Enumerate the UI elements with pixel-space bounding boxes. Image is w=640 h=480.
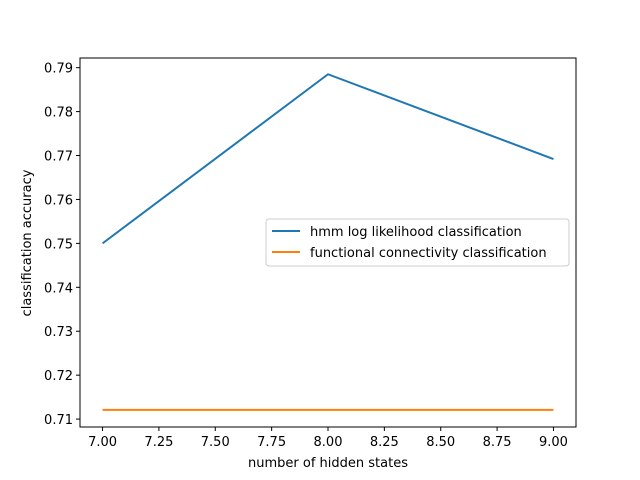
x-tick-label: 7.00 <box>88 435 117 450</box>
y-tick-label: 0.71 <box>44 413 73 428</box>
y-tick-label: 0.79 <box>44 62 73 77</box>
legend-box <box>265 218 570 267</box>
x-tick-label: 7.50 <box>201 435 230 450</box>
x-tick-label: 8.00 <box>314 435 343 450</box>
x-tick-label: 8.50 <box>426 435 455 450</box>
y-tick-label: 0.73 <box>44 325 73 340</box>
x-tick-label: 9.00 <box>539 435 568 450</box>
legend: hmm log likelihood classification functi… <box>265 218 570 267</box>
x-axis-label: number of hidden states <box>248 456 408 471</box>
y-tick-label: 0.72 <box>44 369 73 384</box>
x-tick-label: 8.25 <box>370 435 399 450</box>
legend-label-fc: functional connectivity classification <box>310 246 547 261</box>
y-axis: 0.71 0.72 0.73 0.74 0.75 0.76 0.77 0.78 0.79 <box>44 62 80 428</box>
y-tick-label: 0.78 <box>44 106 73 121</box>
x-tick-label: 8.75 <box>483 435 512 450</box>
x-tick-label: 7.75 <box>257 435 286 450</box>
series-layer <box>101 73 554 411</box>
y-tick-label: 0.77 <box>44 150 73 165</box>
legend-label-hmm: hmm log likelihood classification <box>310 225 522 240</box>
y-tick-label: 0.76 <box>44 193 73 208</box>
x-axis: 7.00 7.25 7.50 7.75 8.00 8.25 8.50 8.75 9.00 <box>88 427 568 450</box>
y-axis-label: classification accuracy <box>20 169 35 316</box>
x-tick-label: 7.25 <box>144 435 173 450</box>
y-tick-label: 0.75 <box>44 237 73 252</box>
y-tick-label: 0.74 <box>44 281 73 296</box>
